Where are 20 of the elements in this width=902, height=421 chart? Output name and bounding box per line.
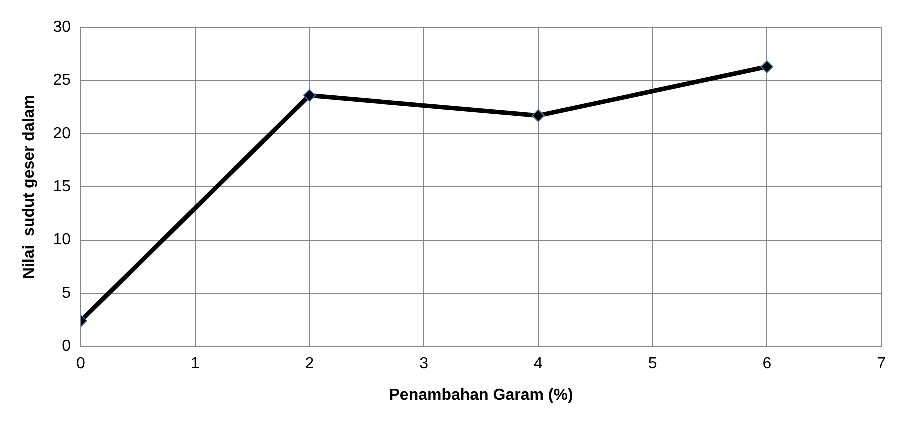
x-tick-label: 4 xyxy=(534,356,544,373)
y-axis-title: Nilai sudut geser dalam xyxy=(21,95,38,280)
x-tick-label: 5 xyxy=(648,356,658,373)
x-tick-label: 6 xyxy=(762,356,772,373)
y-tick-label: 0 xyxy=(62,338,72,356)
x-axis-title: Penambahan Garam (%) xyxy=(389,386,574,404)
x-tick-label: 2 xyxy=(305,356,314,373)
y-tick-label: 15 xyxy=(53,178,72,196)
y-tick-label: 20 xyxy=(53,125,72,142)
point xyxy=(532,109,545,122)
x-tick-label: 7 xyxy=(877,356,886,373)
y-tick-label: 5 xyxy=(62,284,72,302)
y-tick-label: 30 xyxy=(53,19,72,36)
x-tick-label: 3 xyxy=(420,356,429,373)
point xyxy=(760,60,774,74)
x-tick-label: 1 xyxy=(190,356,200,373)
y-tick-label: 25 xyxy=(53,72,72,90)
x-tick-label: 0 xyxy=(76,356,86,373)
point xyxy=(303,89,316,102)
y-tick-label: 10 xyxy=(53,232,72,249)
